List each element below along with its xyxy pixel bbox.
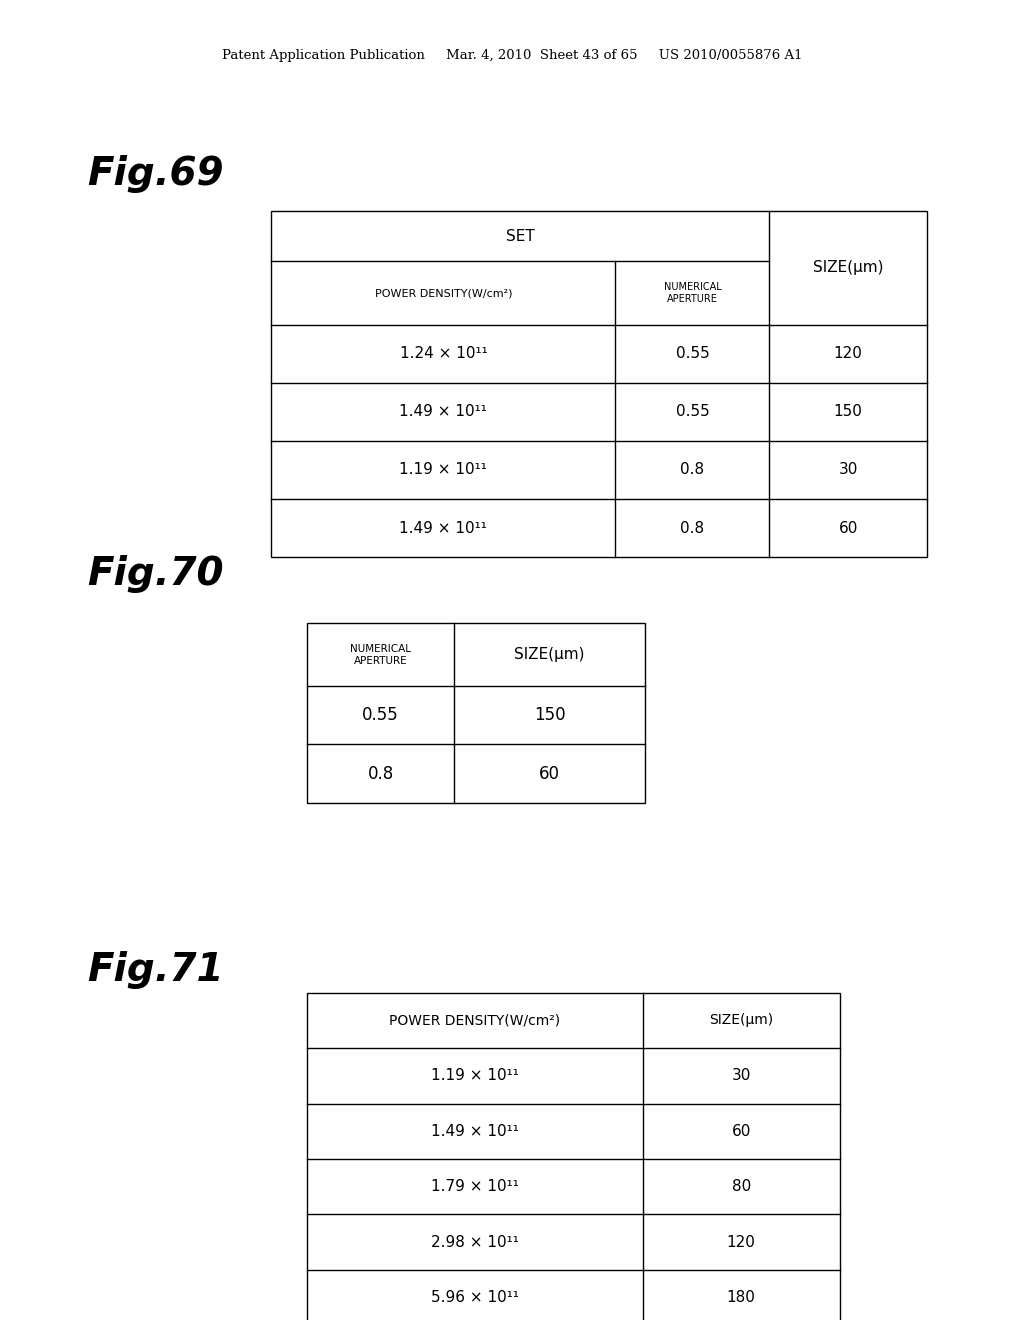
Text: 150: 150 [834, 404, 862, 420]
Text: 1.24 × 10¹¹: 1.24 × 10¹¹ [399, 346, 487, 362]
Text: 120: 120 [834, 346, 862, 362]
Text: 0.8: 0.8 [368, 764, 394, 783]
Text: 30: 30 [839, 462, 858, 478]
Text: 30: 30 [731, 1068, 751, 1084]
Text: 1.19 × 10¹¹: 1.19 × 10¹¹ [399, 462, 487, 478]
Text: 80: 80 [731, 1179, 751, 1195]
Text: SIZE(μm): SIZE(μm) [709, 1014, 773, 1027]
Text: 1.49 × 10¹¹: 1.49 × 10¹¹ [431, 1123, 519, 1139]
Text: 150: 150 [534, 706, 565, 725]
Text: 2.98 × 10¹¹: 2.98 × 10¹¹ [431, 1234, 519, 1250]
Text: NUMERICAL
APERTURE: NUMERICAL APERTURE [664, 282, 721, 304]
Text: 0.55: 0.55 [676, 346, 710, 362]
Text: 0.55: 0.55 [362, 706, 399, 725]
Text: 180: 180 [727, 1290, 756, 1305]
Text: 0.8: 0.8 [680, 462, 705, 478]
Text: 0.55: 0.55 [676, 404, 710, 420]
Text: SIZE(μm): SIZE(μm) [813, 260, 884, 276]
Text: 60: 60 [731, 1123, 751, 1139]
Text: 5.96 × 10¹¹: 5.96 × 10¹¹ [431, 1290, 519, 1305]
Text: 1.19 × 10¹¹: 1.19 × 10¹¹ [431, 1068, 519, 1084]
Text: Fig.70: Fig.70 [87, 556, 223, 593]
Text: Patent Application Publication     Mar. 4, 2010  Sheet 43 of 65     US 2010/0055: Patent Application Publication Mar. 4, 2… [222, 49, 802, 62]
Text: 120: 120 [727, 1234, 756, 1250]
Text: 0.8: 0.8 [680, 520, 705, 536]
Bar [307, 623, 645, 803]
Text: 1.49 × 10¹¹: 1.49 × 10¹¹ [399, 520, 487, 536]
Text: POWER DENSITY(W/cm²): POWER DENSITY(W/cm²) [375, 288, 512, 298]
Text: Fig.69: Fig.69 [87, 156, 223, 193]
Text: NUMERICAL
APERTURE: NUMERICAL APERTURE [350, 644, 412, 665]
Text: 1.79 × 10¹¹: 1.79 × 10¹¹ [431, 1179, 519, 1195]
Text: POWER DENSITY(W/cm²): POWER DENSITY(W/cm²) [389, 1014, 560, 1027]
Bar [307, 993, 840, 1320]
Bar [271, 211, 927, 557]
Text: SET: SET [506, 228, 535, 244]
Text: 60: 60 [540, 764, 560, 783]
Text: SIZE(μm): SIZE(μm) [514, 647, 585, 663]
Text: Fig.71: Fig.71 [87, 952, 223, 989]
Text: 60: 60 [839, 520, 858, 536]
Text: 1.49 × 10¹¹: 1.49 × 10¹¹ [399, 404, 487, 420]
